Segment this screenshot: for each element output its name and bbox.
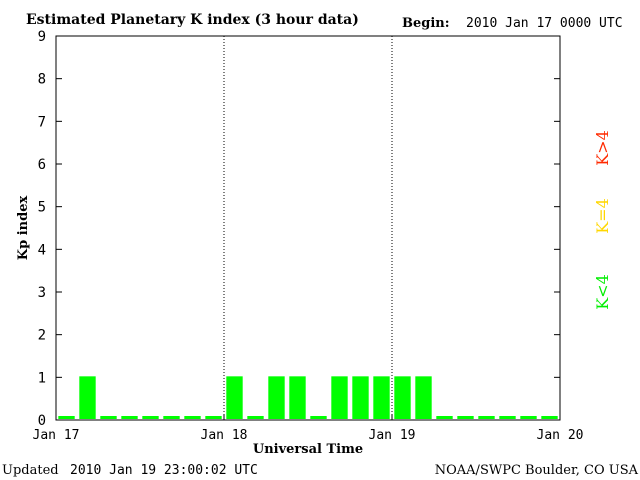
kp-bar — [394, 376, 411, 419]
updated-label: Updated — [2, 463, 59, 478]
kp-bar — [268, 376, 285, 419]
kp-bar — [457, 416, 474, 419]
y-tick-label: 7 — [38, 114, 46, 130]
x-axis-label: Universal Time — [253, 442, 363, 457]
y-axis-label: Kp index — [16, 196, 31, 261]
kp-bar — [520, 416, 537, 419]
kp-bar — [247, 416, 264, 419]
chart-title: Estimated Planetary K index (3 hour data… — [26, 12, 359, 28]
legend-k-gt-4: K>4 — [593, 130, 612, 166]
kp-bar — [121, 416, 138, 419]
kp-bar — [205, 416, 222, 419]
x-tick-label: Jan 20 — [537, 428, 584, 443]
y-tick-label: 3 — [38, 285, 46, 301]
kp-bar — [79, 376, 96, 419]
x-tick-label: Jan 17 — [33, 428, 80, 443]
kp-bar — [415, 376, 432, 419]
kp-bar — [184, 416, 201, 419]
y-axis: 0 1 2 3 4 5 6 7 8 9 — [38, 29, 560, 429]
plot-area — [55, 35, 561, 421]
kp-bar — [499, 416, 516, 419]
kp-bar — [478, 416, 495, 419]
y-tick-label: 9 — [38, 29, 46, 45]
y-tick-label: 4 — [38, 242, 46, 258]
kp-bar — [58, 416, 75, 419]
kp-bar — [436, 416, 453, 419]
kp-bar — [100, 416, 117, 419]
day-dividers — [223, 36, 393, 420]
kp-bar — [541, 416, 558, 419]
kp-bar — [310, 416, 327, 419]
updated-value: 2010 Jan 19 23:00:02 UTC — [70, 463, 258, 478]
legend: K>4 K=4 K<4 — [593, 130, 612, 310]
y-tick-label: 8 — [38, 72, 46, 88]
begin-label: Begin: — [402, 16, 450, 31]
kp-bar — [226, 376, 243, 419]
legend-k-eq-4: K=4 — [593, 198, 612, 234]
y-tick-label: 0 — [38, 413, 46, 429]
begin-value: 2010 Jan 17 0000 UTC — [466, 16, 623, 31]
kp-bar — [352, 376, 369, 419]
kp-bar — [289, 376, 306, 419]
x-tick-label: Jan 18 — [201, 428, 248, 443]
y-tick-label: 1 — [38, 370, 46, 386]
legend-k-lt-4: K<4 — [593, 274, 612, 310]
x-axis: Jan 17 Jan 18 Jan 19 Jan 20 — [33, 414, 584, 443]
kp-bar — [373, 376, 390, 419]
kp-bar — [142, 416, 159, 419]
kp-bar — [163, 416, 180, 419]
y-tick-label: 6 — [38, 157, 46, 173]
y-tick-label: 2 — [38, 328, 46, 344]
source-credit: NOAA/SWPC Boulder, CO USA — [435, 463, 639, 478]
y-tick-label: 5 — [38, 200, 46, 216]
kp-bars — [58, 376, 558, 419]
kp-bar — [331, 376, 348, 419]
x-tick-label: Jan 19 — [369, 428, 416, 443]
